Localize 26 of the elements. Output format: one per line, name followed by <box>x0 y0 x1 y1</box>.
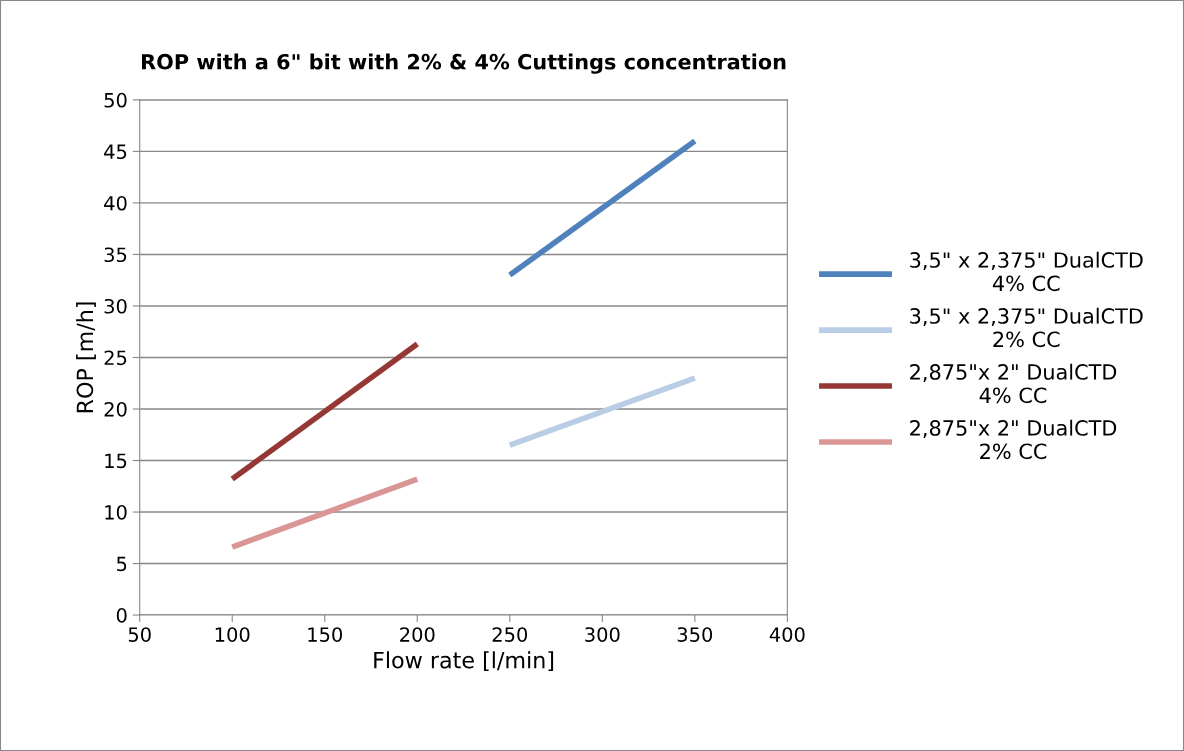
y-tick-label: 15 <box>105 453 127 469</box>
x-tick-label: 400 <box>769 627 805 642</box>
y-tick-label: 5 <box>117 556 127 572</box>
legend-label: 2,875"x 2" DualCTD 4% CC <box>910 363 1117 404</box>
y-tick-label: 0 <box>116 608 127 623</box>
x-tick-label: 300 <box>585 627 620 642</box>
chart-title: ROP with a 6" bit with 2% & 4% Cuttings concentration <box>142 53 786 74</box>
x-axis-title: Flow rate [l/min] <box>374 651 554 672</box>
y-tick-label: 25 <box>104 350 127 366</box>
x-tick-label: 350 <box>677 627 713 642</box>
y-tick-label: 35 <box>104 247 127 263</box>
x-tick-label: 50 <box>128 627 151 642</box>
x-tick-label: 150 <box>308 627 343 642</box>
y-tick-label: 30 <box>104 298 127 314</box>
y-axis-title: ROP [m/h] <box>76 302 96 413</box>
y-tick-label: 40 <box>104 195 127 211</box>
x-tick-label: 200 <box>400 627 435 642</box>
x-tick-label: 100 <box>215 627 250 642</box>
legend-label: 3,5" x 2,375" DualCTD 4% CC <box>910 251 1143 292</box>
y-tick-label: 10 <box>105 504 127 520</box>
y-tick-label: 45 <box>104 144 127 160</box>
y-tick-label: 20 <box>104 401 127 417</box>
x-tick-label: 250 <box>492 627 528 642</box>
legend-label: 2,875"x 2" DualCTD 2% CC <box>910 419 1117 460</box>
legend-label: 3,5" x 2,375" DualCTD 2% CC <box>910 307 1143 348</box>
y-tick-label: 50 <box>104 92 127 108</box>
